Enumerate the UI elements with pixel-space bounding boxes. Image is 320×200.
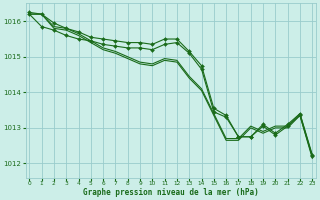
X-axis label: Graphe pression niveau de la mer (hPa): Graphe pression niveau de la mer (hPa) — [83, 188, 259, 197]
